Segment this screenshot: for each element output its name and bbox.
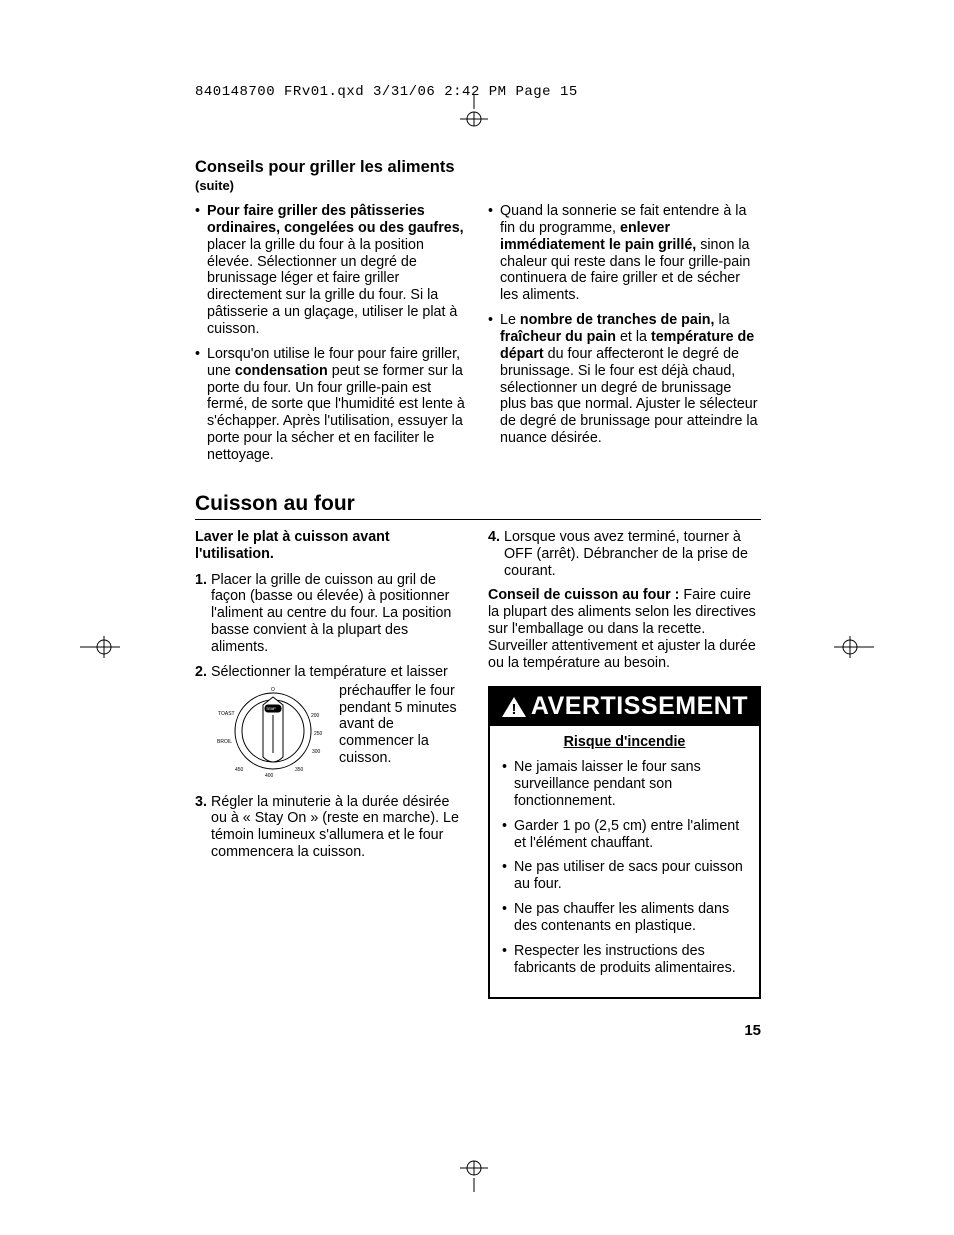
warning-box: ! AVERTISSEMENT Risque d'incendie Ne jam… xyxy=(488,686,761,999)
dial-row: O TOAST BROIL 450 400 350 300 250 200 xyxy=(211,683,468,784)
section-2-right: Lorsque vous avez terminé, tourner à OFF… xyxy=(488,529,761,999)
pre-instruction: Laver le plat à cuisson avant l'utilisat… xyxy=(195,529,468,563)
warning-triangle-icon: ! xyxy=(501,696,527,718)
step-1: Placer la grille de cuisson au gril de f… xyxy=(195,572,468,656)
warning-banner: ! AVERTISSEMENT xyxy=(490,688,759,727)
svg-text:400: 400 xyxy=(265,773,274,779)
svg-text:TEMP: TEMP xyxy=(266,707,276,711)
crop-mark-right xyxy=(834,632,874,662)
temperature-dial-diagram: O TOAST BROIL 450 400 350 300 250 200 xyxy=(211,683,329,784)
warning-item: Ne pas chauffer les aliments dans des co… xyxy=(502,901,747,935)
svg-text:450: 450 xyxy=(235,767,244,773)
tip-bullet: Lorsqu'on utilise le four pour faire gri… xyxy=(195,346,468,464)
warning-item: Garder 1 po (2,5 cm) entre l'aliment et … xyxy=(502,818,747,852)
svg-text:BROIL: BROIL xyxy=(217,739,232,745)
bold-run: condensation xyxy=(235,363,328,379)
section-1-right: Quand la sonnerie se fait entendre à la … xyxy=(488,203,761,472)
svg-text:350: 350 xyxy=(295,767,304,773)
file-header: 840148700 FRv01.qxd 3/31/06 2:42 PM Page… xyxy=(195,84,761,100)
page-content: 840148700 FRv01.qxd 3/31/06 2:42 PM Page… xyxy=(195,84,761,999)
section-1-subtitle: (suite) xyxy=(195,178,761,193)
svg-text:!: ! xyxy=(511,701,516,718)
tip-bullet: Pour faire griller des pâtisseries ordin… xyxy=(195,203,468,338)
warning-label: AVERTISSEMENT xyxy=(531,692,748,722)
step-2-continuation: préchauffer le four pendant 5 minutes av… xyxy=(339,683,468,784)
warning-item: Ne jamais laisser le four sans surveilla… xyxy=(502,759,747,810)
step-4: Lorsque vous avez terminé, tourner à OFF… xyxy=(488,529,761,580)
page-number: 15 xyxy=(744,1022,761,1039)
warning-item: Respecter les instructions des fabricant… xyxy=(502,943,747,977)
section-2-heading: Cuisson au four xyxy=(195,492,761,520)
text-run: et la xyxy=(616,329,651,345)
section-1-columns: Pour faire griller des pâtisseries ordin… xyxy=(195,203,761,472)
svg-text:300: 300 xyxy=(312,749,321,755)
step-2: Sélectionner la température et laisser xyxy=(195,664,468,784)
bold-run: nombre de tranches de pain, xyxy=(520,312,715,328)
svg-text:O: O xyxy=(271,687,275,693)
svg-text:200: 200 xyxy=(311,713,320,719)
svg-text:250: 250 xyxy=(314,731,323,737)
svg-text:TOAST: TOAST xyxy=(218,711,235,717)
cooking-tip: Conseil de cuisson au four : Faire cuire… xyxy=(488,587,761,671)
crop-mark-bottom xyxy=(444,1156,504,1192)
text-run: Sélectionner la température et laisser xyxy=(211,664,448,680)
warning-item: Ne pas utiliser de sacs pour cuisson au … xyxy=(502,859,747,893)
crop-mark-left xyxy=(80,632,120,662)
step-3: Régler la minuterie à la durée désirée o… xyxy=(195,794,468,861)
section-1-left: Pour faire griller des pâtisseries ordin… xyxy=(195,203,468,472)
warning-subtitle: Risque d'incendie xyxy=(502,734,747,751)
bold-run: Pour faire griller des pâtisseries ordin… xyxy=(207,203,464,236)
bold-run: Conseil de cuisson au four : xyxy=(488,587,679,603)
text-run: Le xyxy=(500,312,520,328)
bold-run: fraîcheur du pain xyxy=(500,329,616,345)
tip-bullet: Le nombre de tranches de pain, la fraîch… xyxy=(488,312,761,447)
section-1-title: Conseils pour griller les aliments xyxy=(195,158,761,177)
text-run: la xyxy=(715,312,730,328)
section-2-columns: Laver le plat à cuisson avant l'utilisat… xyxy=(195,529,761,999)
tip-bullet: Quand la sonnerie se fait entendre à la … xyxy=(488,203,761,304)
text-run: placer la grille du four à la position é… xyxy=(207,237,457,337)
section-2-left: Laver le plat à cuisson avant l'utilisat… xyxy=(195,529,468,999)
